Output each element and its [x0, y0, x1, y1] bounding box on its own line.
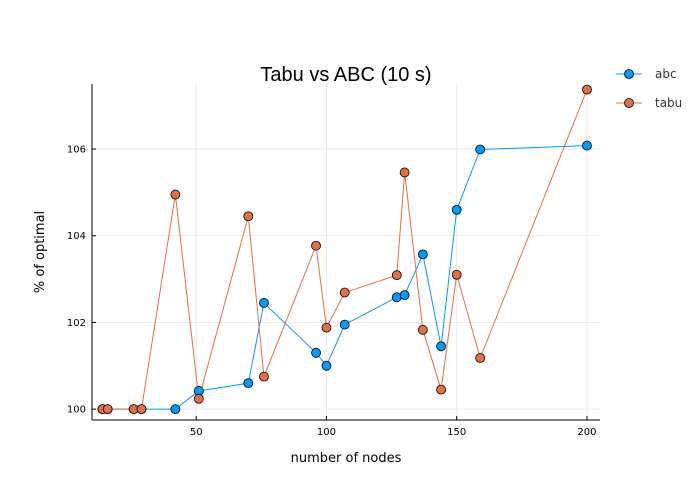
grid: [92, 84, 600, 420]
abc-point: [259, 298, 269, 308]
tabu-point: [451, 269, 462, 280]
abc-point: [582, 140, 592, 151]
tabu-point: [259, 371, 269, 382]
series-tabu-markers: [97, 84, 592, 415]
tabu-point: [102, 404, 113, 415]
axes: [91, 84, 600, 421]
tabu-point: [311, 240, 321, 251]
abc-point: [243, 378, 254, 389]
y-tick-label: 100: [67, 405, 86, 416]
abc-point: [311, 347, 321, 358]
series-abc-markers: [97, 140, 592, 415]
abc-point: [170, 404, 181, 415]
abc-point: [451, 204, 462, 215]
legend-label-abc: abc: [655, 67, 677, 81]
y-tick-label: 102: [67, 318, 86, 329]
tabu-point: [475, 353, 486, 363]
tabu-point: [399, 167, 410, 178]
y-tick-label: 104: [67, 231, 86, 242]
abc-point: [475, 144, 486, 155]
x-tick-label: 100: [317, 427, 336, 438]
y-tick-label: 106: [67, 145, 86, 156]
tabu-line: [102, 89, 588, 410]
abc-point: [417, 249, 428, 260]
tabu-point: [136, 404, 147, 415]
legend-marker-abc: [624, 69, 634, 79]
series-abc: [102, 145, 587, 410]
x-tick-label: 200: [577, 427, 596, 438]
tabu-point: [243, 211, 254, 222]
abc-point: [399, 290, 410, 301]
x-axis-label: number of nodes: [291, 451, 402, 466]
series: [97, 84, 592, 415]
x-tick-label: 50: [190, 427, 203, 438]
tabu-point: [391, 270, 402, 281]
series-tabu: [102, 89, 588, 410]
y-axis-label: % of optimal: [33, 211, 48, 293]
tabu-point: [582, 84, 592, 95]
abc-point: [339, 319, 350, 330]
tabu-point: [321, 322, 332, 333]
tabu-point: [193, 393, 204, 404]
tabu-point: [339, 287, 350, 298]
legend-marker-tabu: [624, 98, 634, 108]
abc-line: [102, 145, 587, 410]
chart-title: Tabu vs ABC (10 s): [260, 64, 431, 86]
abc-point: [436, 341, 446, 352]
tabu-point: [436, 384, 446, 395]
tabu-point: [417, 324, 428, 335]
tabu-point: [170, 189, 181, 200]
legend-label-tabu: tabu: [655, 96, 682, 110]
legend: abc tabu: [616, 67, 682, 110]
abc-point: [321, 360, 332, 371]
x-tick-label: 150: [447, 427, 466, 438]
ticks: 50 100 150 200 100 102 104 106: [67, 145, 597, 438]
